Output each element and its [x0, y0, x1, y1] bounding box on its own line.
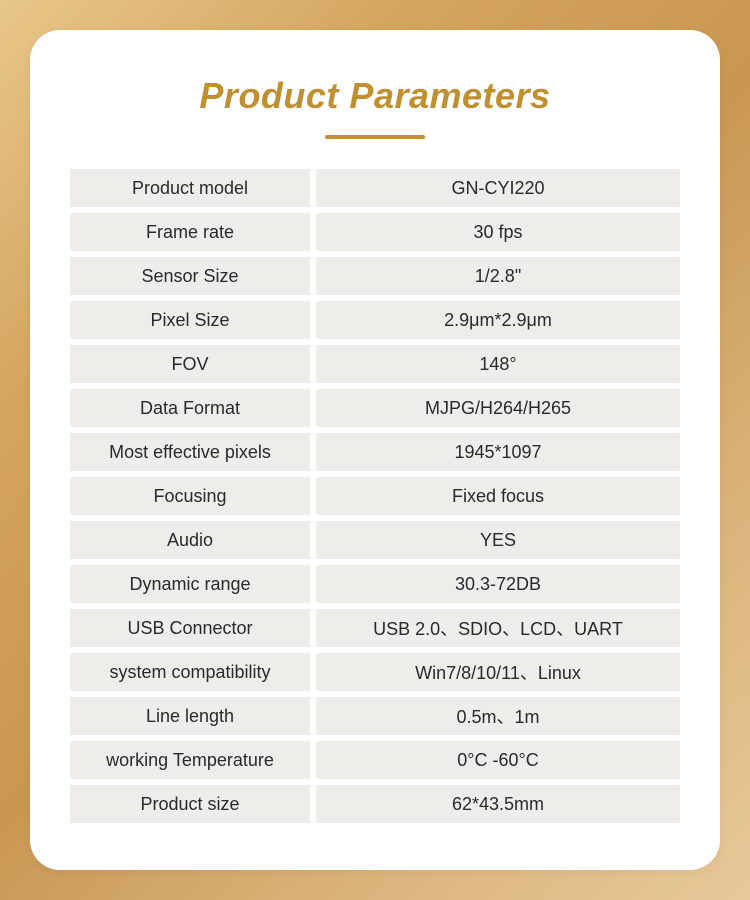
- param-value: 2.9μm*2.9μm: [316, 301, 680, 339]
- table-row: Dynamic range 30.3-72DB: [70, 565, 680, 603]
- param-value: 1/2.8": [316, 257, 680, 295]
- table-row: USB Connector USB 2.0、SDIO、LCD、UART: [70, 609, 680, 647]
- param-value: 0°C -60°C: [316, 741, 680, 779]
- table-row: system compatibility Win7/8/10/11、Linux: [70, 653, 680, 691]
- table-row: Sensor Size 1/2.8": [70, 257, 680, 295]
- param-value: 1945*1097: [316, 433, 680, 471]
- param-value: GN-CYI220: [316, 169, 680, 207]
- title-underline: [325, 135, 425, 139]
- parameters-card: Product Parameters Product model GN-CYI2…: [30, 30, 720, 870]
- param-value: 0.5m、1m: [316, 697, 680, 735]
- param-label: Data Format: [70, 389, 310, 427]
- page-title: Product Parameters: [70, 75, 680, 117]
- param-label: Pixel Size: [70, 301, 310, 339]
- table-row: Most effective pixels 1945*1097: [70, 433, 680, 471]
- table-row: Frame rate 30 fps: [70, 213, 680, 251]
- param-label: Sensor Size: [70, 257, 310, 295]
- param-value: USB 2.0、SDIO、LCD、UART: [316, 609, 680, 647]
- table-row: Focusing Fixed focus: [70, 477, 680, 515]
- param-label: Product model: [70, 169, 310, 207]
- param-label: Frame rate: [70, 213, 310, 251]
- table-row: Pixel Size 2.9μm*2.9μm: [70, 301, 680, 339]
- param-value: 30 fps: [316, 213, 680, 251]
- param-value: Win7/8/10/11、Linux: [316, 653, 680, 691]
- param-value: YES: [316, 521, 680, 559]
- parameters-table: Product model GN-CYI220 Frame rate 30 fp…: [70, 169, 680, 823]
- param-value: 148°: [316, 345, 680, 383]
- param-label: Product size: [70, 785, 310, 823]
- table-row: Product model GN-CYI220: [70, 169, 680, 207]
- table-row: FOV 148°: [70, 345, 680, 383]
- param-label: Line length: [70, 697, 310, 735]
- table-row: Audio YES: [70, 521, 680, 559]
- table-row: Data Format MJPG/H264/H265: [70, 389, 680, 427]
- param-label: Dynamic range: [70, 565, 310, 603]
- param-label: working Temperature: [70, 741, 310, 779]
- param-label: FOV: [70, 345, 310, 383]
- param-label: Audio: [70, 521, 310, 559]
- param-label: USB Connector: [70, 609, 310, 647]
- param-label: Most effective pixels: [70, 433, 310, 471]
- table-row: working Temperature 0°C -60°C: [70, 741, 680, 779]
- table-row: Line length 0.5m、1m: [70, 697, 680, 735]
- table-row: Product size 62*43.5mm: [70, 785, 680, 823]
- param-label: Focusing: [70, 477, 310, 515]
- param-value: 30.3-72DB: [316, 565, 680, 603]
- param-value: Fixed focus: [316, 477, 680, 515]
- param-value: MJPG/H264/H265: [316, 389, 680, 427]
- param-value: 62*43.5mm: [316, 785, 680, 823]
- param-label: system compatibility: [70, 653, 310, 691]
